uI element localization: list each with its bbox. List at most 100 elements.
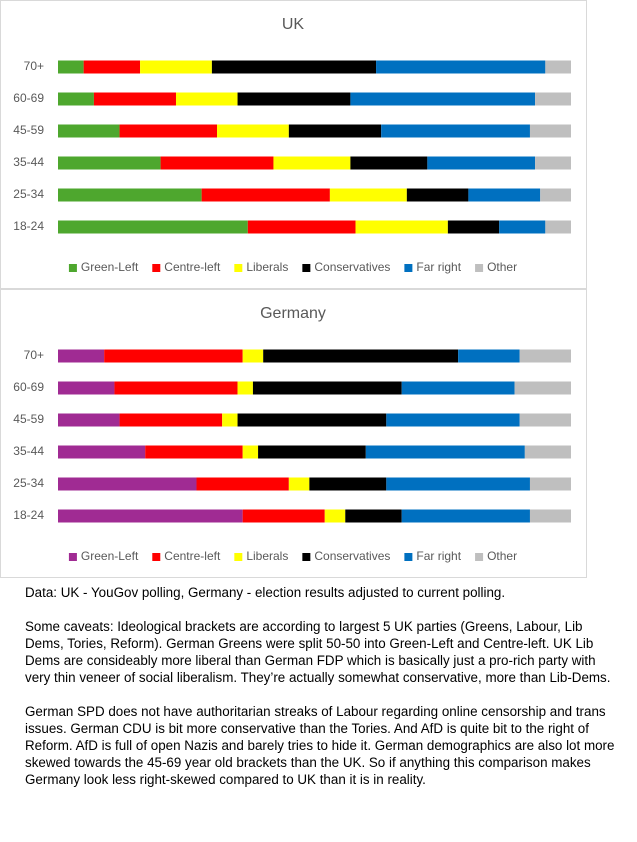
bar-segment — [381, 124, 530, 138]
bar-segment — [58, 509, 243, 523]
bar-segment — [288, 477, 310, 491]
legend-swatch — [68, 553, 77, 561]
legend-label: Centre-left — [164, 260, 221, 274]
bar-segment — [350, 92, 536, 106]
bar-segment — [535, 92, 571, 106]
bar-segment — [58, 445, 146, 459]
bar-segment — [242, 349, 264, 363]
note-paragraph: Some caveats: Ideological brackets are a… — [25, 619, 611, 685]
bar-segment — [545, 60, 571, 74]
bar-segment — [258, 445, 366, 459]
bar-segment — [309, 477, 387, 491]
bar-segment — [350, 156, 428, 170]
bar-segment — [401, 381, 515, 395]
legend-swatch — [152, 553, 161, 561]
legend-label: Other — [487, 260, 517, 274]
bar-segment — [175, 92, 238, 106]
bar-segment — [58, 92, 94, 106]
legend-label: Liberals — [246, 260, 288, 274]
bar-segment — [196, 477, 289, 491]
bar-segment — [58, 220, 248, 234]
bar-segment — [242, 445, 259, 459]
bar-segment — [58, 477, 197, 491]
legend-swatch — [302, 264, 311, 272]
bar-segment — [499, 220, 546, 234]
bar-segment — [217, 124, 289, 138]
bar-segment — [529, 477, 571, 491]
y-tick-label: 18-24 — [13, 508, 44, 522]
legend-label: Green-Left — [81, 260, 139, 274]
bar-segment — [386, 413, 520, 427]
note-paragraph: German SPD does not have authoritarian s… — [25, 704, 615, 787]
bar-segment — [355, 220, 448, 234]
bar-segment — [401, 509, 530, 523]
bar-segment — [140, 60, 212, 74]
bar-segment — [386, 477, 530, 491]
bar-segment — [58, 188, 202, 202]
bar-segment — [237, 92, 351, 106]
bar-segment — [93, 92, 176, 106]
y-tick-label: 60-69 — [13, 91, 44, 105]
bar-segment — [535, 156, 571, 170]
bar-segment — [242, 509, 325, 523]
bar-segment — [222, 413, 238, 427]
y-tick-label: 45-59 — [13, 123, 44, 137]
y-tick-label: 70+ — [24, 348, 44, 362]
y-tick-label: 25-34 — [13, 476, 44, 490]
legend: Green-Left Centre-left Liberals Conservativ… — [68, 260, 517, 274]
legend-swatch — [404, 553, 413, 561]
bar-segment — [237, 413, 387, 427]
bar-segment — [58, 413, 120, 427]
bar-segment — [104, 349, 243, 363]
bar-segment — [447, 220, 500, 234]
bar-segment — [237, 381, 253, 395]
bar-segment — [519, 413, 571, 427]
legend: Green-Left Centre-left Liberals Conservativ… — [68, 549, 517, 563]
bar-segment — [324, 509, 346, 523]
legend-label: Liberals — [246, 549, 288, 563]
legend-label: Conservatives — [314, 549, 390, 563]
bar-segment — [58, 381, 115, 395]
y-tick-label: 60-69 — [13, 380, 44, 394]
chart-frame — [0, 289, 587, 578]
bar-segment — [529, 124, 571, 138]
bar-segment — [376, 60, 546, 74]
bar-segment — [458, 349, 520, 363]
bar-segment — [211, 60, 377, 74]
bar-segment — [58, 124, 120, 138]
y-tick-label: 45-59 — [13, 412, 44, 426]
legend-swatch — [302, 553, 311, 561]
charts: UK 70+ 60-69 45-59 35-44 25-34 18-24 Green-Left… — [0, 0, 587, 578]
bar-segment — [529, 509, 571, 523]
bar-segment — [545, 220, 571, 234]
legend-swatch — [234, 553, 243, 561]
bar-segment — [524, 445, 571, 459]
bar-segment — [83, 60, 141, 74]
note-paragraph: Data: UK - YouGov polling, Germany - ele… — [25, 585, 506, 600]
bar-segment — [58, 349, 105, 363]
bar-segment — [160, 156, 274, 170]
y-tick-label: 35-44 — [13, 155, 44, 169]
legend-label: Centre-left — [164, 549, 221, 563]
chart-title: UK — [282, 16, 305, 33]
bar-segment — [273, 156, 351, 170]
bar-segment — [58, 156, 161, 170]
y-tick-label: 18-24 — [13, 219, 44, 233]
bar-segment — [252, 381, 402, 395]
legend-swatch — [234, 264, 243, 272]
bar-segment — [263, 349, 459, 363]
bar-segment — [540, 188, 571, 202]
legend-label: Far right — [416, 260, 461, 274]
legend-swatch — [475, 264, 484, 272]
legend-swatch — [475, 553, 484, 561]
bar-segment — [247, 220, 356, 234]
bar-segment — [288, 124, 382, 138]
legend-label: Green-Left — [81, 549, 139, 563]
legend-label: Other — [487, 549, 517, 563]
legend-swatch — [152, 264, 161, 272]
bar-segment — [201, 188, 330, 202]
bar-segment — [145, 445, 243, 459]
legend-label: Far right — [416, 549, 461, 563]
legend-swatch — [404, 264, 413, 272]
bar-segment — [519, 349, 571, 363]
